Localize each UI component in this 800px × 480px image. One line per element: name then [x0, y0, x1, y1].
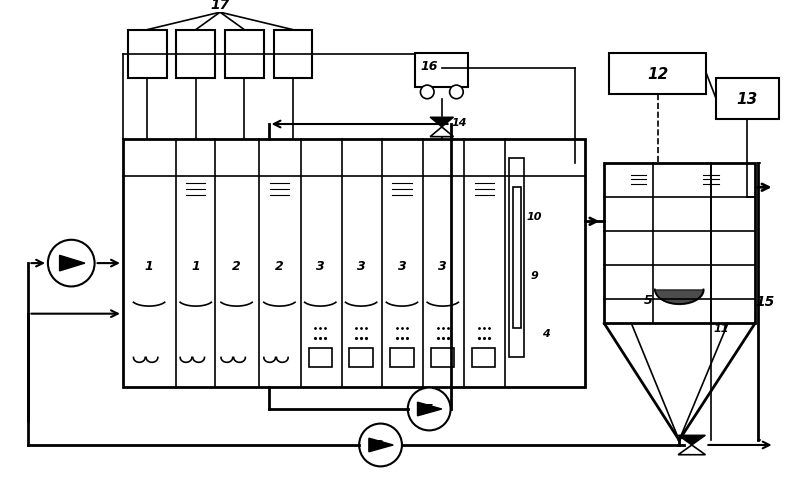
Polygon shape: [678, 445, 706, 455]
Text: 4: 4: [542, 328, 550, 338]
Text: 12: 12: [647, 67, 668, 82]
Bar: [431, 348, 454, 367]
Text: 16: 16: [421, 60, 438, 73]
Bar: [472, 348, 495, 367]
Bar: [604, 164, 755, 324]
Text: 3: 3: [398, 259, 406, 272]
Bar: [414, 54, 468, 88]
Bar: [509, 159, 525, 358]
Bar: [350, 348, 373, 367]
Polygon shape: [678, 435, 706, 445]
Circle shape: [450, 86, 463, 99]
Text: 1: 1: [191, 259, 200, 272]
Text: 3: 3: [316, 259, 325, 272]
Text: 8: 8: [374, 439, 383, 452]
Text: 6: 6: [64, 257, 73, 270]
Text: 3: 3: [438, 259, 447, 272]
Text: 15: 15: [755, 294, 774, 308]
Bar: [225, 31, 264, 79]
Text: 11: 11: [714, 324, 729, 334]
Bar: [609, 54, 706, 95]
Text: 17: 17: [210, 0, 230, 12]
Text: 7: 7: [423, 403, 432, 416]
Bar: [716, 79, 779, 120]
Bar: [274, 31, 313, 79]
Text: 10: 10: [526, 212, 542, 222]
Text: 3: 3: [357, 259, 366, 272]
Polygon shape: [59, 256, 85, 271]
Circle shape: [421, 86, 434, 99]
Polygon shape: [430, 118, 454, 128]
Bar: [513, 188, 521, 329]
Bar: [128, 31, 166, 79]
Circle shape: [48, 240, 94, 287]
Polygon shape: [430, 128, 454, 137]
Bar: [122, 139, 585, 387]
Text: 9: 9: [530, 270, 538, 280]
Text: 14: 14: [451, 118, 467, 128]
Text: 5: 5: [644, 293, 652, 306]
Text: 2: 2: [275, 259, 284, 272]
Bar: [176, 31, 215, 79]
Polygon shape: [418, 402, 442, 416]
Polygon shape: [369, 438, 393, 452]
Bar: [390, 348, 414, 367]
Circle shape: [359, 424, 402, 467]
Circle shape: [408, 388, 450, 431]
Bar: [309, 348, 332, 367]
Text: 1: 1: [145, 259, 154, 272]
Text: 13: 13: [737, 92, 758, 107]
Text: 2: 2: [232, 259, 241, 272]
